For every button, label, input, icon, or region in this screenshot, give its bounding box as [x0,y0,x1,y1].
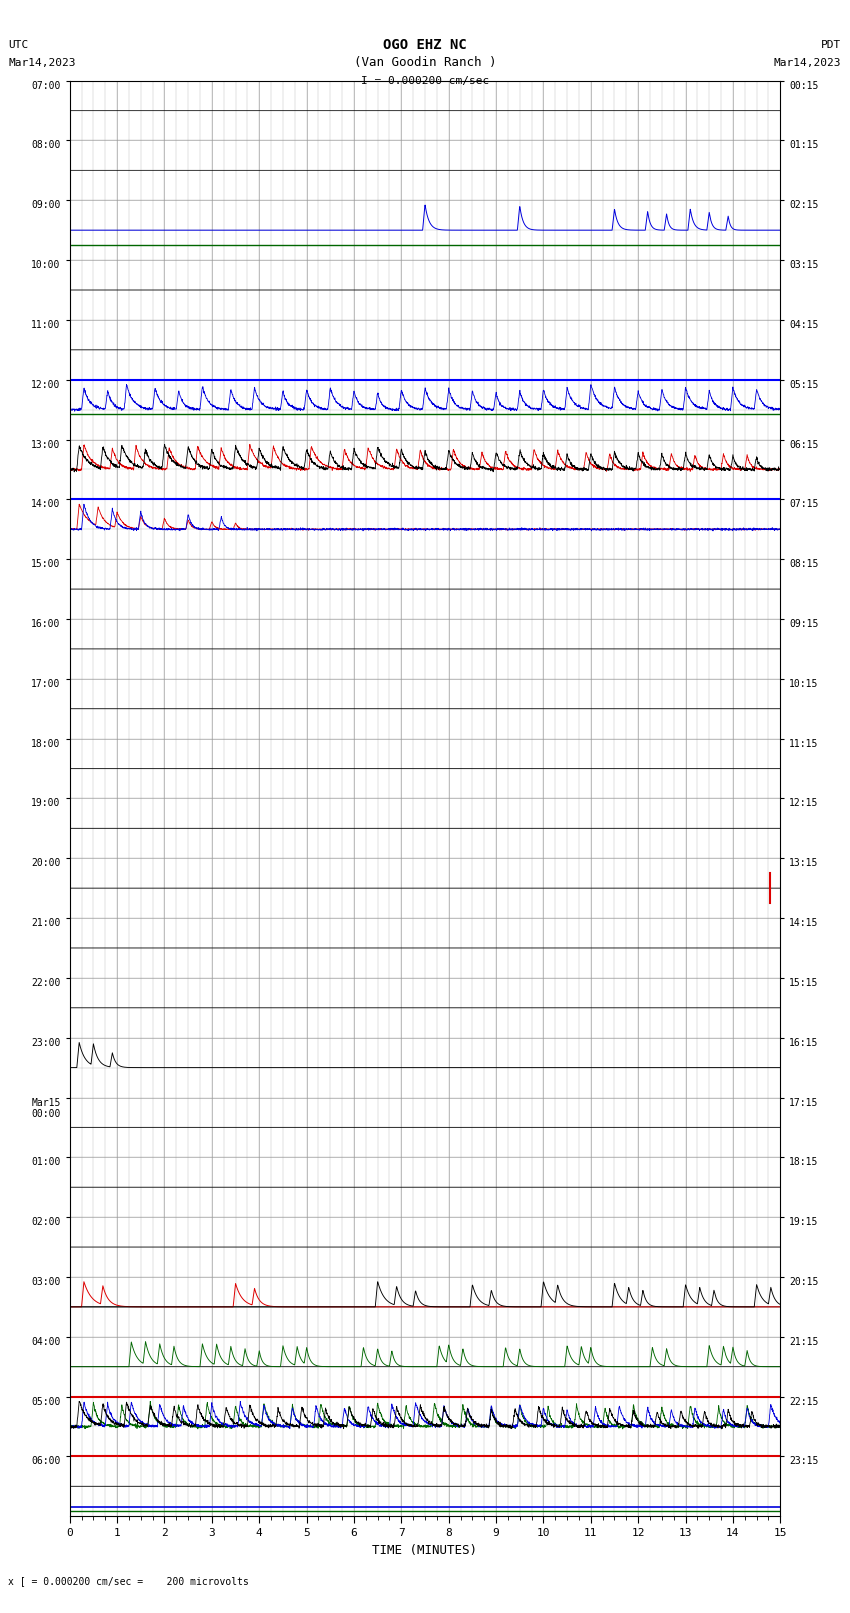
Text: PDT: PDT [821,40,842,50]
Text: UTC: UTC [8,40,29,50]
X-axis label: TIME (MINUTES): TIME (MINUTES) [372,1544,478,1557]
Text: Mar14,2023: Mar14,2023 [8,58,76,68]
Text: Mar14,2023: Mar14,2023 [774,58,842,68]
Text: (Van Goodin Ranch ): (Van Goodin Ranch ) [354,56,496,69]
Text: OGO EHZ NC: OGO EHZ NC [383,39,467,52]
Text: x [ = 0.000200 cm/sec =    200 microvolts: x [ = 0.000200 cm/sec = 200 microvolts [8,1576,249,1586]
Text: I = 0.000200 cm/sec: I = 0.000200 cm/sec [361,76,489,85]
